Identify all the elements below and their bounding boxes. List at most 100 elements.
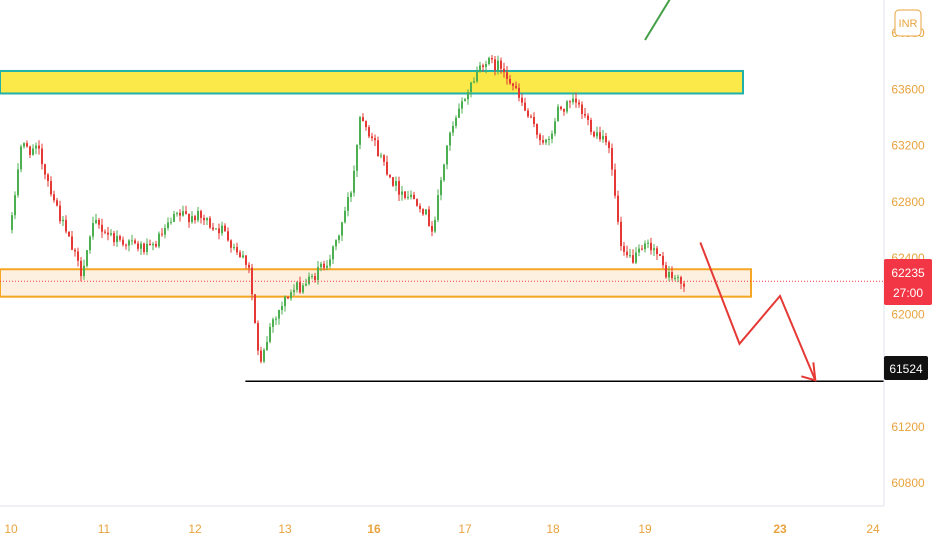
last-price-badge: 62235 27:00	[884, 259, 932, 305]
candle-body	[62, 219, 64, 222]
candle-body	[230, 240, 232, 248]
candle-body	[389, 174, 391, 178]
candle-body	[356, 144, 358, 171]
candle-body	[572, 98, 574, 103]
candle-body	[290, 292, 292, 299]
candle-body	[173, 213, 175, 222]
candle-body	[317, 267, 319, 281]
x-tick-label: 24	[866, 522, 880, 536]
candle-body	[65, 219, 67, 232]
candle-body	[107, 232, 109, 235]
x-tick-label: 13	[278, 522, 292, 536]
candle-body	[206, 218, 208, 221]
candle-body	[620, 221, 622, 247]
candle-body	[464, 99, 466, 102]
candle-body	[635, 252, 637, 263]
candle-body	[581, 104, 583, 114]
candle-body	[41, 148, 43, 165]
currency-badge[interactable]: INR	[894, 9, 922, 37]
candle-body	[329, 259, 331, 266]
candle-body	[566, 101, 568, 112]
candle-body	[353, 170, 355, 193]
candle-body	[512, 83, 514, 86]
candle-body	[362, 117, 364, 122]
x-tick-label: 11	[98, 522, 111, 536]
candle-body	[305, 283, 307, 286]
candle-body	[218, 228, 220, 234]
candle-body	[563, 109, 565, 112]
candle-body	[140, 243, 142, 249]
candle-body	[473, 81, 475, 83]
candle-body	[35, 145, 37, 149]
candle-body	[293, 289, 295, 293]
y-tick-label: 63600	[891, 82, 925, 96]
bullish-projection-path	[644, 0, 671, 41]
candle-body	[323, 263, 325, 268]
candle-body	[599, 132, 601, 140]
candle-body	[320, 263, 322, 268]
x-tick-label: 23	[773, 522, 787, 536]
candle-body	[308, 276, 310, 284]
candle-body	[179, 212, 181, 216]
candle-body	[662, 255, 664, 266]
candle-body	[491, 57, 493, 60]
candle-body	[395, 180, 397, 186]
candle-body	[611, 148, 613, 170]
candle-body	[449, 132, 451, 146]
candles-layer	[11, 55, 685, 364]
candle-body	[119, 236, 121, 240]
candle-body	[605, 136, 607, 143]
candle-body	[149, 243, 151, 246]
candle-body	[101, 224, 103, 232]
candle-body	[407, 196, 409, 198]
candle-body	[59, 205, 61, 222]
candle-body	[269, 326, 271, 342]
candle-body	[83, 265, 85, 277]
candle-body	[74, 249, 76, 252]
candle-body	[638, 248, 640, 253]
candle-body	[398, 180, 400, 195]
candle-body	[98, 219, 100, 225]
candle-body	[239, 252, 241, 258]
candle-body	[347, 196, 349, 211]
candle-body	[341, 222, 343, 236]
candle-body	[629, 255, 631, 257]
candle-body	[116, 236, 118, 243]
candle-body	[677, 277, 679, 279]
candle-body	[152, 244, 154, 246]
candle-body	[527, 110, 529, 117]
candle-body	[344, 210, 346, 223]
candle-body	[587, 115, 589, 120]
candle-body	[257, 323, 259, 351]
candle-body	[56, 200, 58, 206]
candle-body	[284, 296, 286, 307]
candle-body	[545, 139, 547, 143]
candle-body	[233, 247, 235, 249]
candle-body	[194, 216, 196, 221]
candle-body	[680, 277, 682, 284]
candle-body	[299, 282, 301, 293]
candle-body	[38, 145, 40, 149]
candle-body	[245, 255, 247, 265]
candle-body	[263, 349, 265, 362]
candle-body	[191, 216, 193, 223]
candle-body	[203, 217, 205, 221]
candle-body	[50, 180, 52, 195]
candle-body	[497, 60, 499, 71]
y-tick-label: 60800	[891, 476, 925, 490]
candle-body	[44, 164, 46, 175]
candle-body	[623, 246, 625, 252]
candle-body	[143, 243, 145, 252]
candle-body	[476, 71, 478, 82]
candle-body	[575, 98, 577, 103]
candle-body	[503, 68, 505, 73]
candle-body	[77, 251, 79, 261]
y-tick-label: 61200	[891, 420, 925, 434]
x-tick-label: 12	[188, 522, 202, 536]
support-zone	[0, 268, 752, 298]
candle-body	[212, 227, 214, 230]
candle-body	[443, 164, 445, 181]
candle-body	[434, 219, 436, 232]
candle-body	[92, 222, 94, 237]
